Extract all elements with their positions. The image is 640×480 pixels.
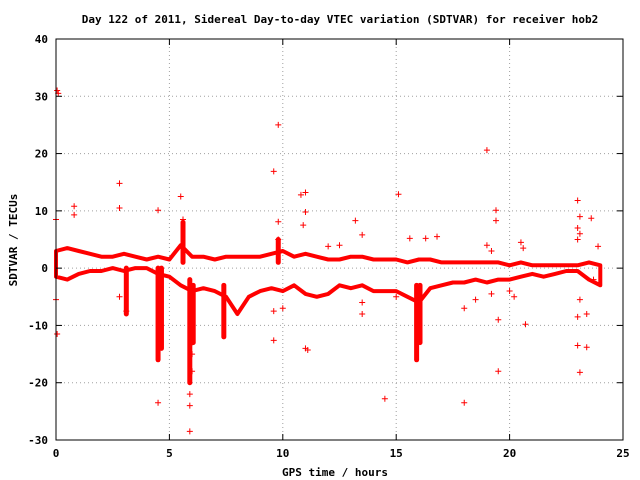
data-point — [302, 189, 309, 196]
data-point — [488, 290, 495, 297]
data-point — [492, 217, 499, 224]
data-point — [297, 191, 304, 198]
data-point — [483, 242, 490, 249]
plot-frame — [55, 38, 624, 441]
data-point — [576, 213, 583, 220]
data-point — [588, 215, 595, 222]
data-spikes — [123, 219, 423, 386]
chart-title: Day 122 of 2011, Sidereal Day-to-day VTE… — [82, 13, 599, 26]
data-point — [180, 216, 187, 223]
data-point — [483, 147, 490, 154]
x-tick-label: 25 — [616, 447, 629, 460]
data-point — [574, 313, 581, 320]
data-point — [492, 207, 499, 214]
data-point — [506, 288, 513, 295]
y-tick-label: 30 — [35, 90, 48, 103]
data-point — [279, 305, 286, 312]
data-point — [395, 191, 402, 198]
data-point — [488, 247, 495, 254]
data-point — [576, 296, 583, 303]
data-point — [270, 168, 277, 175]
y-tick-labels: -30 -20 -10 0 10 20 30 40 — [28, 33, 48, 447]
data-point — [304, 347, 311, 354]
x-tick-label: 15 — [390, 447, 403, 460]
data-point — [270, 337, 277, 344]
data-point — [54, 331, 61, 338]
data-point — [590, 276, 597, 283]
data-point — [270, 308, 277, 315]
y-axis-label: SDTVAR / TECUs — [7, 194, 20, 287]
x-axis-label: GPS time / hours — [282, 466, 388, 479]
data-point — [359, 299, 366, 306]
data-point — [300, 222, 307, 229]
data-point — [336, 242, 343, 249]
data-point — [583, 344, 590, 351]
grid-lines — [56, 39, 623, 440]
data-point — [177, 193, 184, 200]
data-point — [123, 308, 130, 315]
data-point — [275, 218, 282, 225]
data-point — [406, 235, 413, 242]
data-point — [71, 203, 78, 210]
data-point — [472, 296, 479, 303]
data-point — [186, 391, 193, 398]
data-point — [71, 211, 78, 218]
data-point — [116, 293, 123, 300]
data-point — [511, 293, 518, 300]
y-tick-label: 10 — [35, 205, 48, 218]
data-point — [517, 239, 524, 246]
data-point — [325, 243, 332, 250]
y-tick-label: 20 — [35, 148, 48, 161]
data-point — [54, 87, 61, 94]
axis-ticks — [55, 38, 624, 441]
y-tick-label: 40 — [35, 33, 48, 46]
data-point — [189, 351, 196, 358]
data-point — [495, 316, 502, 323]
data-point — [576, 230, 583, 237]
data-point — [189, 339, 196, 346]
y-tick-label: -20 — [28, 377, 48, 390]
y-tick-label: 0 — [41, 262, 48, 275]
x-tick-label: 0 — [53, 447, 60, 460]
data-point — [155, 399, 162, 406]
data-band — [54, 243, 603, 316]
data-point — [574, 197, 581, 204]
y-tick-label: -30 — [28, 434, 48, 447]
data-point — [461, 305, 468, 312]
data-point — [116, 204, 123, 211]
data-point — [352, 217, 359, 224]
dense-data-band — [54, 243, 603, 316]
data-point — [155, 207, 162, 214]
data-point — [520, 245, 527, 252]
data-point — [583, 310, 590, 317]
data-point — [116, 180, 123, 187]
y-tick-label: -10 — [28, 319, 48, 332]
data-point — [189, 368, 196, 375]
data-point — [595, 243, 602, 250]
x-tick-label: 20 — [503, 447, 516, 460]
data-point — [186, 428, 193, 435]
data-point — [574, 342, 581, 349]
data-point — [186, 402, 193, 409]
x-tick-label: 10 — [276, 447, 289, 460]
data-point — [461, 399, 468, 406]
data-point — [574, 236, 581, 243]
x-tick-labels: 0 5 10 15 20 25 — [53, 447, 630, 460]
data-point — [574, 225, 581, 232]
x-tick-label: 5 — [166, 447, 173, 460]
data-point — [359, 231, 366, 238]
data-point — [393, 293, 400, 300]
data-point — [275, 236, 282, 243]
data-point — [576, 369, 583, 376]
data-point — [381, 395, 388, 402]
data-point — [522, 321, 529, 328]
data-point — [495, 368, 502, 375]
data-point — [434, 233, 441, 240]
data-point — [422, 235, 429, 242]
data-point — [302, 209, 309, 216]
data-point — [275, 121, 282, 128]
data-point — [359, 310, 366, 317]
